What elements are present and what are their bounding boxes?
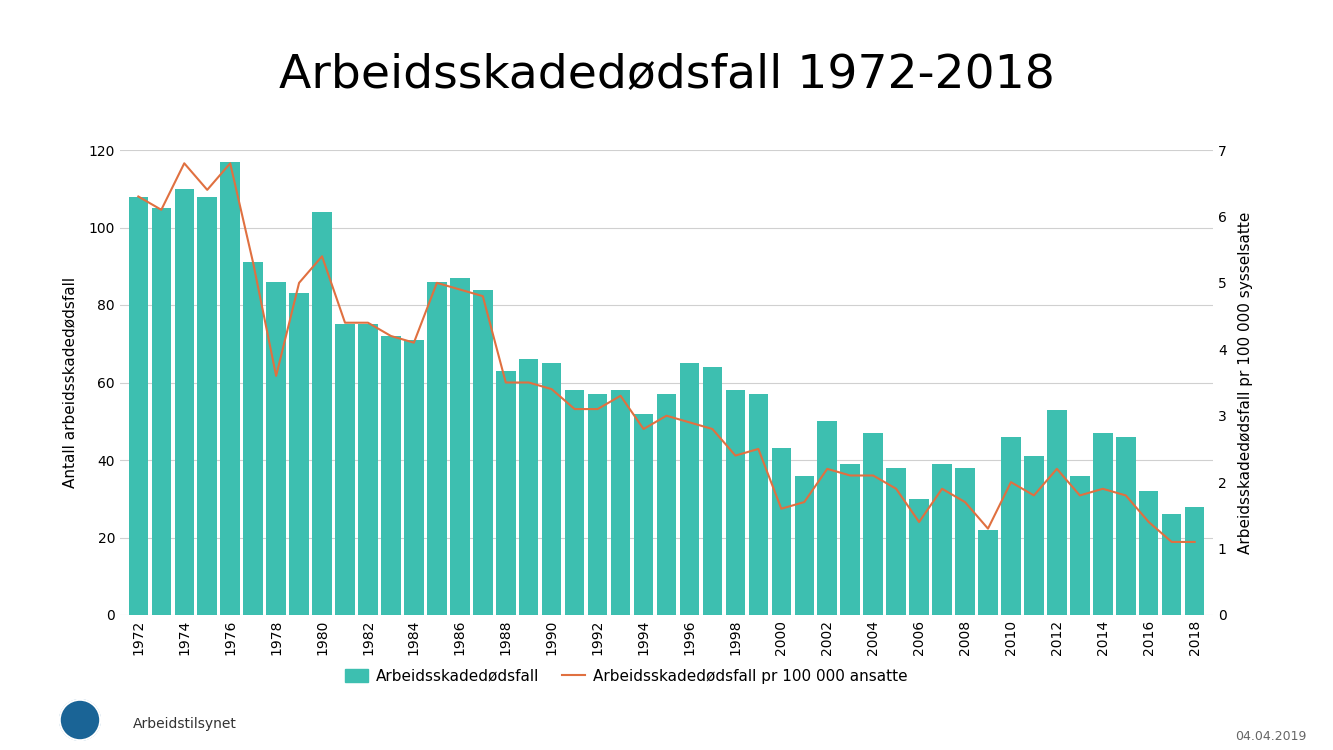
Bar [680,363,700,615]
Bar [725,390,745,615]
Bar [359,324,377,615]
Bar [749,394,768,615]
Bar [633,413,653,615]
Bar [496,371,516,615]
Bar [1138,491,1158,615]
Bar [1185,506,1205,615]
Bar [611,390,631,615]
Bar [519,359,539,615]
Bar [267,282,285,615]
Bar [1024,456,1044,615]
Bar [473,290,493,615]
Text: 04.04.2019: 04.04.2019 [1234,730,1306,742]
Bar [152,208,171,615]
Bar [886,468,906,615]
Bar [404,340,424,615]
Bar [840,464,860,615]
Bar [175,189,195,615]
Circle shape [60,700,100,740]
Bar [197,196,217,615]
Bar [1093,433,1113,615]
Bar [794,476,814,615]
Text: Arbeidsskadedødsfall 1972-2018: Arbeidsskadedødsfall 1972-2018 [279,53,1054,98]
Bar [588,394,608,615]
Legend: Arbeidsskadedødsfall, Arbeidsskadedødsfall pr 100 000 ansatte: Arbeidsskadedødsfall, Arbeidsskadedødsfa… [340,662,913,690]
Bar [1116,436,1136,615]
Bar [864,433,882,615]
Y-axis label: Arbeidsskadedødsfall pr 100 000 sysselsatte: Arbeidsskadedødsfall pr 100 000 sysselsa… [1238,211,1253,554]
Bar [932,464,952,615]
Bar [702,367,722,615]
Bar [543,363,561,615]
Text: Arbeidstilsynet: Arbeidstilsynet [133,717,237,730]
Bar [312,212,332,615]
Bar [817,422,837,615]
Bar [381,336,401,615]
Bar [289,293,309,615]
Bar [427,282,447,615]
Bar [565,390,584,615]
Bar [956,468,974,615]
Bar [1001,436,1021,615]
Bar [772,448,790,615]
Bar [451,278,469,615]
Bar [336,324,355,615]
Bar [220,162,240,615]
Bar [909,499,929,615]
Bar [128,196,148,615]
Bar [1162,514,1181,615]
Bar [244,262,263,615]
Bar [1048,410,1066,615]
Bar [657,394,676,615]
Bar [978,530,997,615]
Y-axis label: Antall arbeidsskadedødsfall: Antall arbeidsskadedødsfall [63,277,77,488]
Bar [1070,476,1089,615]
